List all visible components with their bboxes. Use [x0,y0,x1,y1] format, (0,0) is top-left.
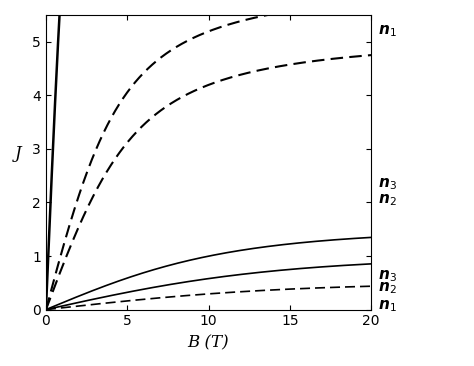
X-axis label: B (T): B (T) [188,334,229,351]
Text: $\boldsymbol{n}_3$: $\boldsymbol{n}_3$ [378,176,397,191]
Y-axis label: J: J [15,145,22,162]
Text: $\boldsymbol{n}_1$: $\boldsymbol{n}_1$ [378,23,396,39]
Text: $\boldsymbol{n}_3$: $\boldsymbol{n}_3$ [378,269,397,284]
Text: $\boldsymbol{n}_1$: $\boldsymbol{n}_1$ [378,299,396,314]
Text: $\boldsymbol{n}_2$: $\boldsymbol{n}_2$ [378,280,396,296]
Text: $\boldsymbol{n}_2$: $\boldsymbol{n}_2$ [378,192,396,208]
